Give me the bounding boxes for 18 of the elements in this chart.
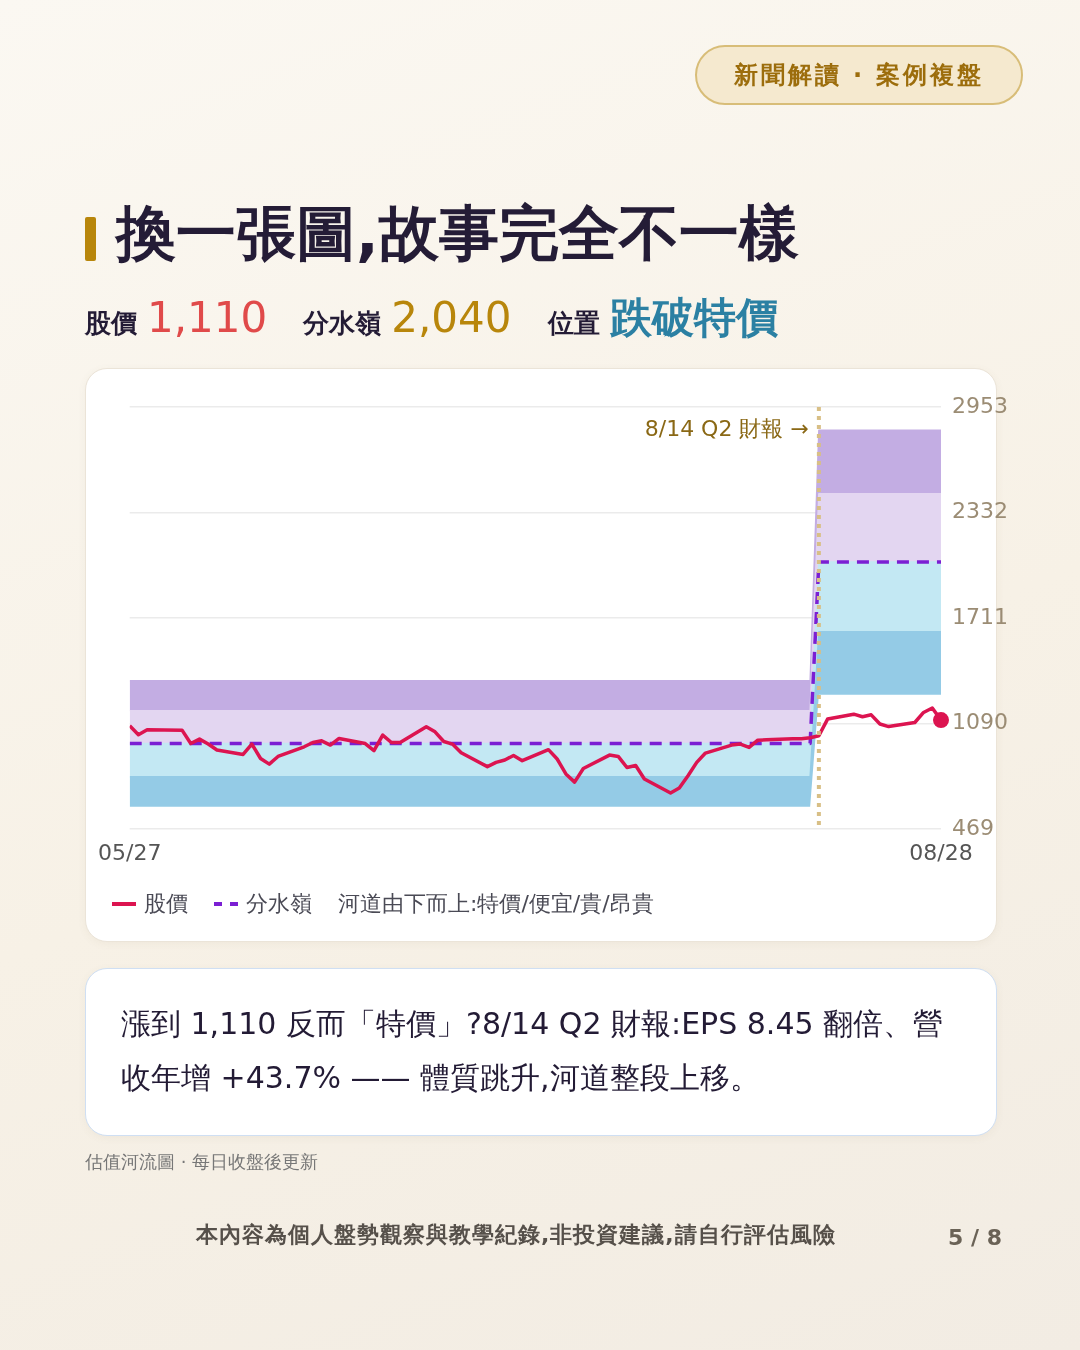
x-tick-label: 08/28 <box>909 839 973 865</box>
y-tick-label: 469 <box>952 814 994 840</box>
chart-title: 換一張圖,故事完全不一樣 <box>116 197 799 270</box>
x-tick-label: 05/27 <box>98 839 162 865</box>
text: 估值河流圖 · 每日收盤後更新 <box>85 1150 319 1174</box>
y-tick-label: 1711 <box>952 603 1008 629</box>
chart-subtitle: 股價 1,110 分水嶺 2,040 位置 跌破特價 <box>85 292 778 344</box>
y-tick-label: 2953 <box>952 392 1008 418</box>
ref-line-label: 8/14 Q2 財報 → <box>644 415 809 441</box>
text: 河道由下而上:特價/便宜/貴/昂貴 <box>338 890 654 918</box>
text: 新聞解讀 · 案例複盤 <box>695 45 1023 105</box>
legend-label: 分水嶺 <box>246 890 312 918</box>
text: 5 / 8 <box>948 1225 1002 1250</box>
text: 本內容為個人盤勢觀察與教學紀錄,非投資建議,請自行評估風險 <box>196 1221 836 1249</box>
legend-label: 股價 <box>144 890 188 918</box>
y-tick-label: 2332 <box>952 498 1008 524</box>
text: 漲到 1,110 反而「特價」?8/14 Q2 財報:EPS 8.45 翻倍、營收年增 +43.7% —— 體質跳升,河道整段上移。 <box>121 1005 945 1097</box>
y-tick-label: 1090 <box>952 709 1008 735</box>
